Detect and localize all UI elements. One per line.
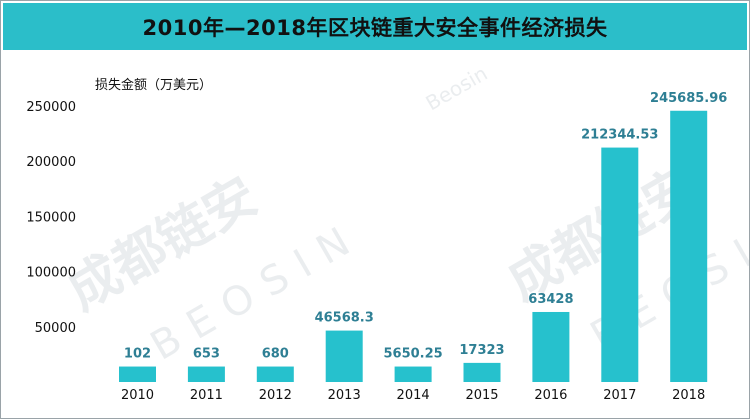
data-labels: 102 653 680 46568.3 5650.25 17323 63428 212344.…	[124, 91, 727, 362]
data-label-2015: 17323	[459, 343, 504, 358]
data-label-2012: 680	[262, 347, 289, 362]
title-bar: 2010年—2018年区块链重大安全事件经济损失	[3, 3, 747, 50]
data-label-2014: 5650.25	[383, 347, 442, 362]
x-tick-labels: 2010 2011 2012 2013 2014 2015 2016 2017 2018	[121, 388, 705, 403]
data-label-2011: 653	[193, 347, 220, 362]
data-label-2017: 212344.53	[581, 128, 658, 143]
y-tick-label: 200000	[26, 155, 76, 170]
data-label-2013: 46568.3	[315, 311, 374, 326]
bar-2013	[325, 330, 363, 382]
x-tick-label-2011: 2011	[190, 388, 223, 403]
bar-2016	[532, 311, 570, 382]
bar-2014	[394, 366, 432, 382]
x-tick-label-2014: 2014	[397, 388, 430, 403]
y-tick-label: 100000	[26, 266, 76, 281]
x-tick-label-2015: 2015	[465, 388, 498, 403]
x-tick-label-2017: 2017	[603, 388, 636, 403]
x-tick-label-2010: 2010	[121, 388, 154, 403]
bar-2017	[601, 147, 639, 382]
bar-2012	[256, 366, 294, 382]
y-tick-label: 150000	[26, 210, 76, 225]
x-tick-label-2016: 2016	[534, 388, 567, 403]
x-tick-label-2012: 2012	[259, 388, 292, 403]
x-tick-label-2013: 2013	[328, 388, 361, 403]
bar-2010	[119, 366, 156, 382]
bar-2018	[670, 110, 708, 383]
y-tick-label: 250000	[26, 100, 76, 115]
y-tick-labels: 50000 100000 150000 200000 250000	[26, 100, 76, 336]
bar-2015	[463, 362, 501, 382]
data-label-2018: 245685.96	[650, 91, 727, 106]
y-tick-label: 50000	[35, 321, 76, 336]
chart-title: 2010年—2018年区块链重大安全事件经济损失	[142, 15, 608, 40]
x-tick-label-2018: 2018	[672, 388, 705, 403]
watermark-brand-1: Beosin	[422, 61, 492, 115]
bars	[119, 110, 708, 383]
data-label-2016: 63428	[528, 292, 573, 307]
y-axis-label: 损失金额（万美元）	[95, 77, 212, 93]
bar-2011	[187, 366, 225, 382]
watermark-group: 成都链安 BEOSIN 成都链安 BEOSIN Beosin	[58, 61, 750, 370]
data-label-2010: 102	[124, 347, 151, 362]
